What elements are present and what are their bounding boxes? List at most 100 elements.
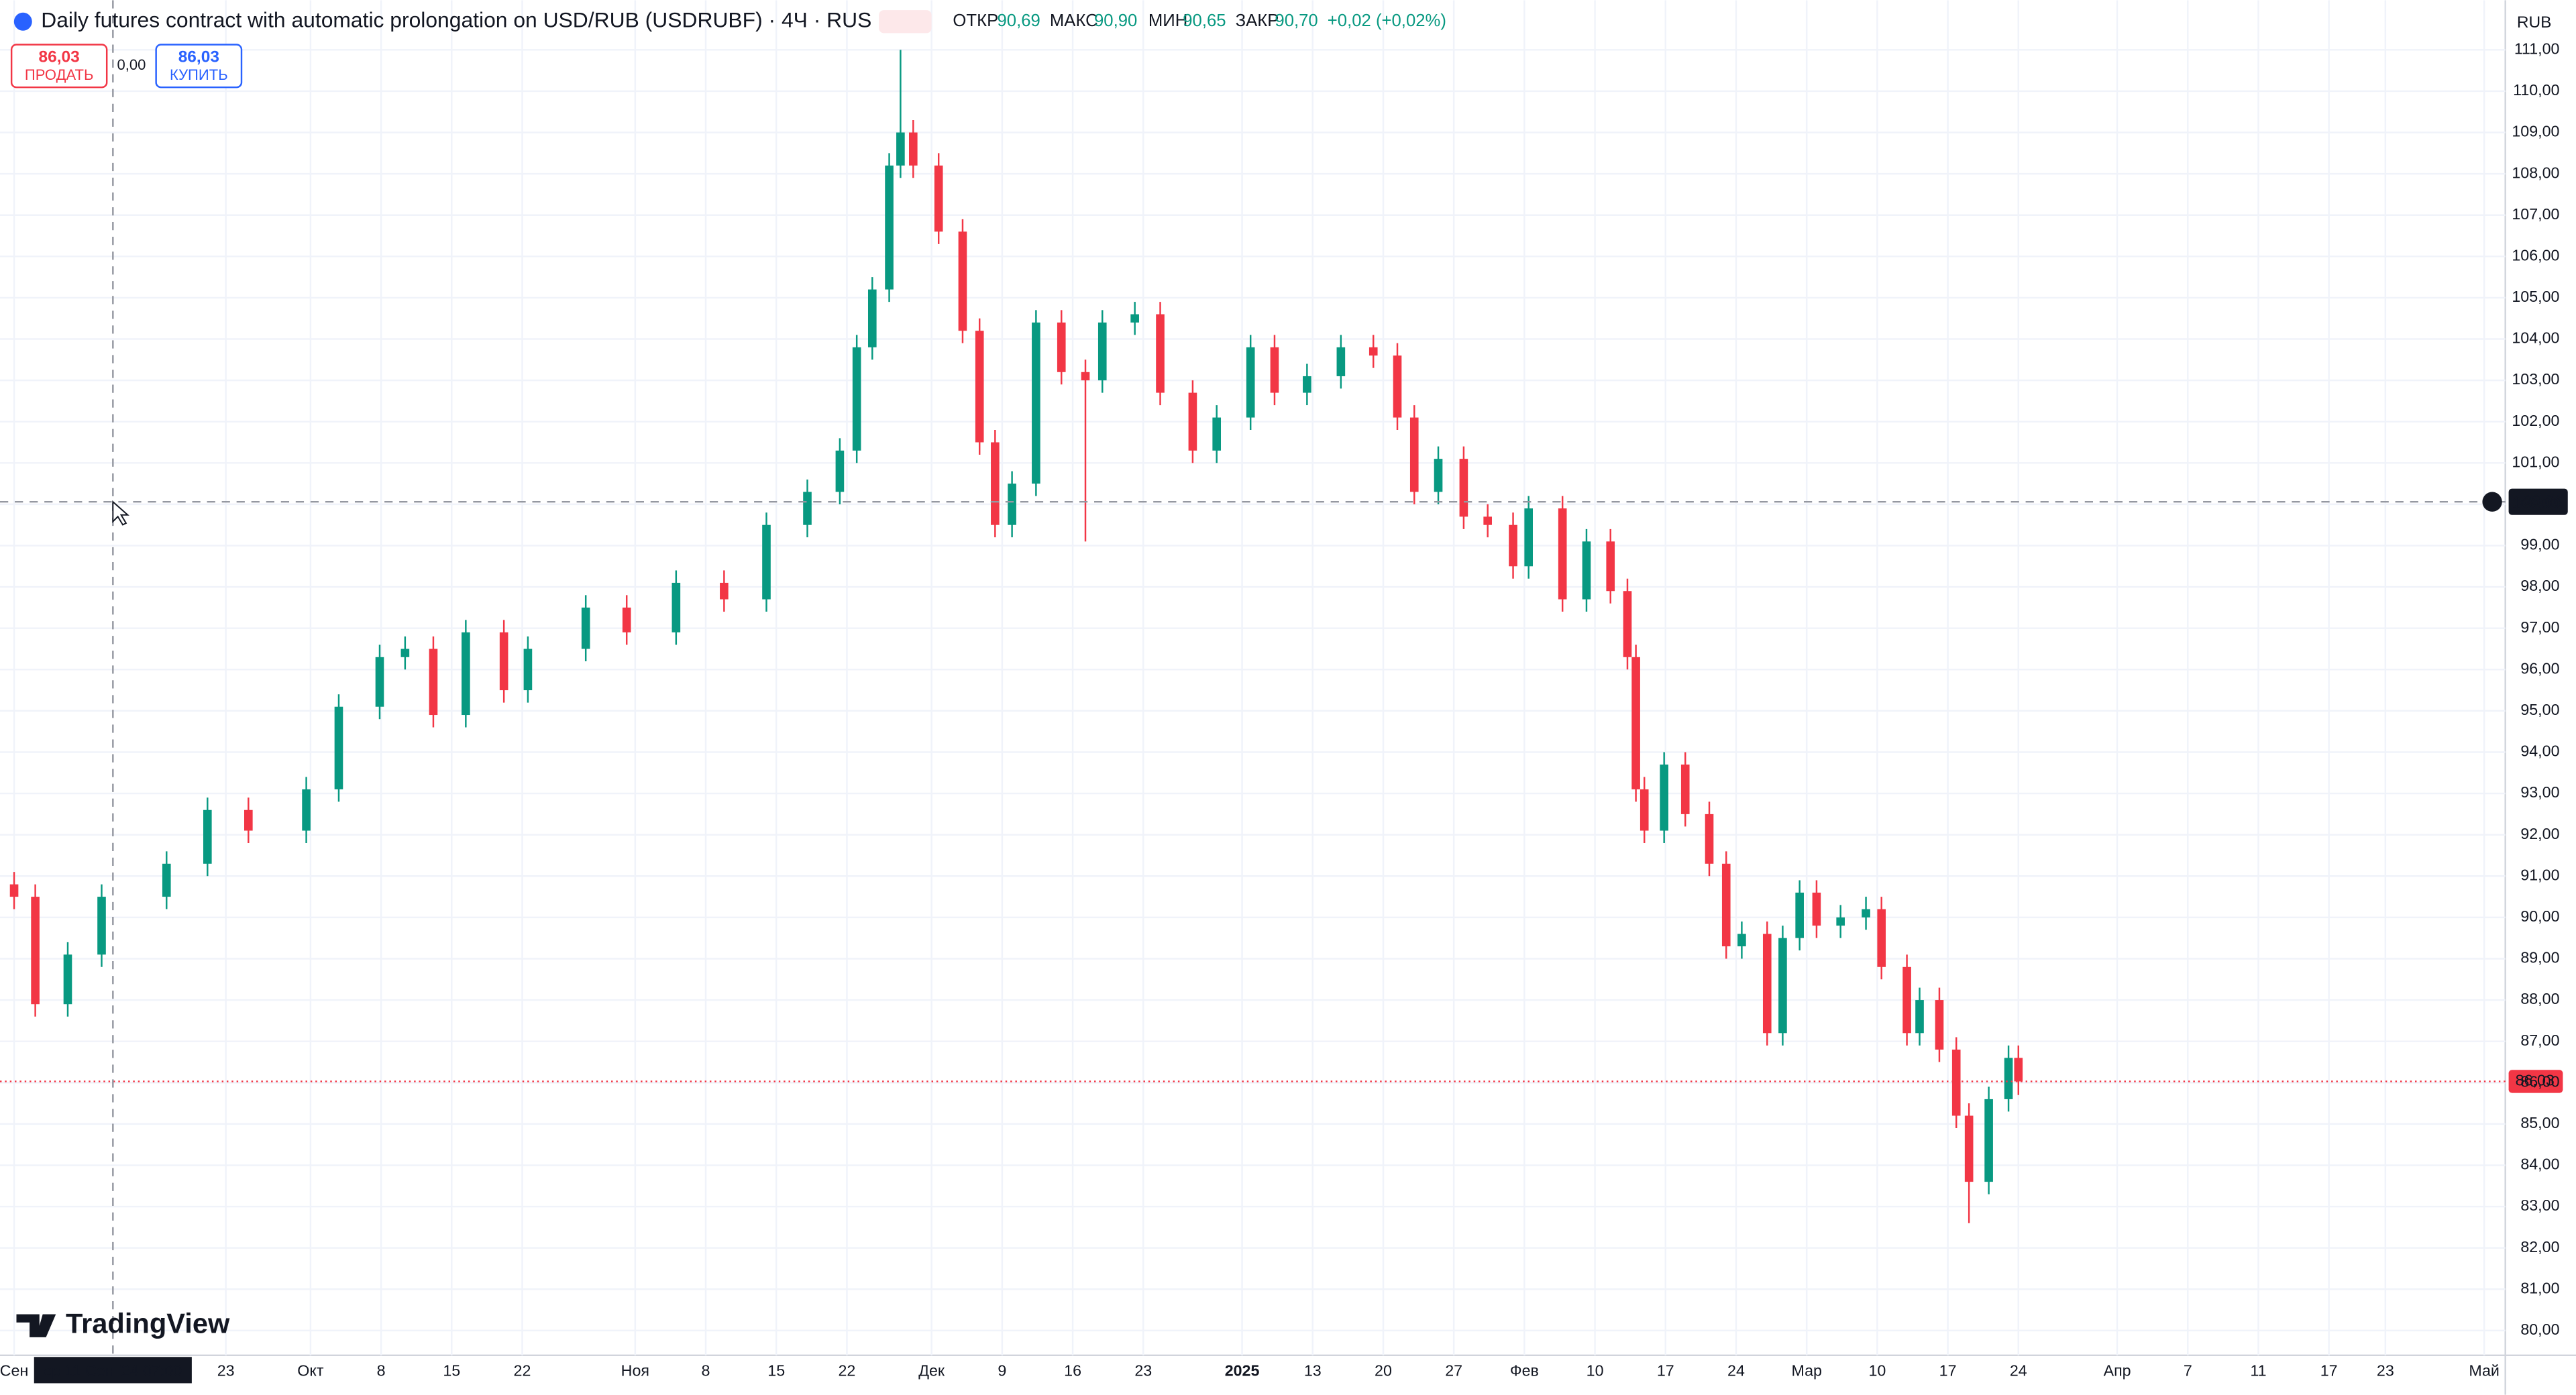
- candle-body: [203, 810, 212, 864]
- candle-body: [97, 897, 106, 955]
- x-tick-label: 24: [1727, 1361, 1745, 1379]
- candle-body: [1721, 863, 1731, 946]
- candle-body: [622, 607, 631, 632]
- ohlc-value: 90,90: [1094, 11, 1137, 30]
- candle-body: [1188, 392, 1197, 451]
- ohlc-change: +0,02 (+0,02%): [1328, 11, 1446, 30]
- candle-body: [1623, 591, 1632, 657]
- ohlc-label: МИН: [1148, 11, 1187, 30]
- crosshair-x-tag: [34, 1357, 192, 1384]
- x-tick-label: 2025: [1225, 1361, 1260, 1379]
- y-tick-label: 82,00: [2520, 1238, 2559, 1256]
- candle-body: [867, 289, 877, 347]
- x-tick-label: Ноя: [621, 1361, 649, 1379]
- candle-body: [1459, 459, 1468, 517]
- status-badge: [879, 10, 932, 34]
- y-tick-label: 94,00: [2520, 742, 2559, 760]
- candle-body: [1558, 508, 1567, 600]
- x-tick-label: 23: [217, 1361, 235, 1379]
- y-tick-label: 93,00: [2520, 783, 2559, 801]
- y-tick-label: 111,00: [2514, 40, 2560, 57]
- candle-body: [375, 657, 384, 707]
- add-alert-button[interactable]: [2482, 492, 2502, 512]
- y-tick-label: 106,00: [2512, 246, 2559, 264]
- spread: 0,00: [117, 56, 146, 73]
- y-tick-label: 83,00: [2520, 1196, 2559, 1214]
- ohlc-value: 90,70: [1275, 11, 1318, 30]
- y-tick-label: 107,00: [2512, 205, 2559, 223]
- candle-body: [1246, 347, 1255, 418]
- ohlc-label: МАКС: [1050, 11, 1098, 30]
- flag-icon: [13, 12, 32, 31]
- candle-body: [1509, 524, 1517, 567]
- cursor: [112, 500, 129, 526]
- candle-body: [672, 582, 681, 632]
- logo: TradingView: [66, 1308, 230, 1339]
- logo-mark: [16, 1314, 56, 1337]
- y-tick-label: 98,00: [2520, 577, 2559, 594]
- ohlc-value: 90,65: [1183, 11, 1226, 30]
- candle-body: [1057, 322, 1066, 372]
- last-price-label: 86,03: [2516, 1072, 2555, 1089]
- candle-body: [934, 165, 943, 232]
- candle-body: [1368, 347, 1378, 356]
- candle-body: [803, 492, 812, 525]
- y-tick-label: 87,00: [2520, 1031, 2559, 1049]
- candle-body: [1303, 376, 1311, 393]
- candle-body: [244, 810, 253, 831]
- candle-body: [1409, 417, 1419, 492]
- candle-body: [1631, 657, 1640, 789]
- candle-body: [896, 132, 905, 166]
- sell-label: ПРОДАТЬ: [25, 66, 94, 83]
- candle-body: [1032, 322, 1040, 484]
- x-tick-label: Дек: [918, 1361, 945, 1379]
- candle-body: [1336, 347, 1346, 376]
- candle-body: [9, 884, 19, 897]
- x-tick-label: 7: [2184, 1361, 2192, 1379]
- x-tick-label: 8: [702, 1361, 710, 1379]
- y-tick-label: 90,00: [2520, 907, 2559, 925]
- y-tick-label: 103,00: [2512, 370, 2559, 388]
- y-tick-label: 102,00: [2512, 412, 2559, 429]
- candle-body: [1097, 322, 1107, 381]
- crosshair-y-label: 100,06: [2514, 492, 2562, 509]
- y-tick-label: 84,00: [2520, 1156, 2559, 1173]
- y-tick-label: 99,00: [2520, 536, 2559, 553]
- x-tick-label: 17: [1939, 1361, 1957, 1379]
- y-tick-label: 91,00: [2520, 866, 2559, 883]
- buy-price: 86,03: [178, 48, 219, 66]
- candle-body: [1270, 347, 1279, 393]
- x-tick-label: 8: [377, 1361, 386, 1379]
- y-tick-label: 88,00: [2520, 990, 2559, 1007]
- buy-button[interactable]: [155, 44, 243, 89]
- crosshair-y-tag: [2508, 488, 2568, 515]
- candle-body: [1836, 917, 1845, 926]
- candle-body: [1795, 892, 1804, 938]
- x-tick-label: 20: [1375, 1361, 1392, 1379]
- candles: [9, 50, 2023, 1223]
- candle-body: [400, 649, 410, 657]
- y-tick-label: 80,00: [2520, 1321, 2559, 1338]
- x-tick-label: 10: [1587, 1361, 1604, 1379]
- x-tick-label: 11: [2250, 1361, 2266, 1379]
- last-price-tag: [2508, 1070, 2563, 1093]
- sell-button[interactable]: [10, 44, 108, 89]
- x-tick-label: 17: [1657, 1361, 1674, 1379]
- ohlc-label: ОТКР: [953, 11, 998, 30]
- y-tick-label: 97,00: [2520, 618, 2559, 636]
- y-tick-label: 104,00: [2512, 329, 2559, 347]
- title: Daily futures contract with automatic pr…: [41, 8, 871, 32]
- candle-body: [63, 954, 72, 1005]
- candle-body: [581, 607, 590, 649]
- currency[interactable]: RUB: [2517, 13, 2552, 32]
- x-tick-label: 23: [1134, 1361, 1152, 1379]
- x-tick-label: 24: [2010, 1361, 2027, 1379]
- y-tick-label: 105,00: [2512, 288, 2559, 305]
- candle-body: [1984, 1099, 1993, 1182]
- candle-body: [1935, 1000, 1944, 1050]
- x-tick-label: 27: [1445, 1361, 1462, 1379]
- candle-body: [852, 347, 861, 451]
- candle-body: [1212, 417, 1222, 451]
